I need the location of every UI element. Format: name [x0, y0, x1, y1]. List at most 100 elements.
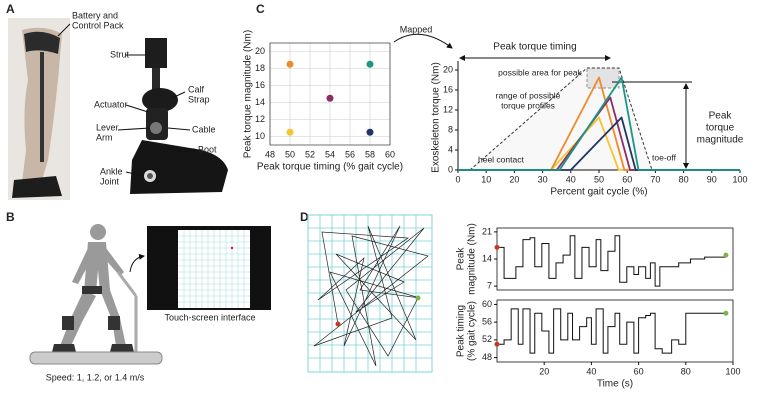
x-axis-label: Time (s) [597, 379, 633, 390]
caption: Speed: 1, 1.2, or 1.4 m/s [46, 372, 145, 382]
profile-envelope [469, 67, 653, 171]
x-axis-label: Peak torque timing (% gait cycle) [257, 162, 403, 173]
x-tick-label: 90 [707, 174, 717, 184]
touch-screen [147, 226, 271, 310]
y-tick-label: 8 [448, 124, 453, 134]
target-grid [307, 214, 433, 373]
step-line [497, 308, 726, 354]
part-label: Calf [188, 84, 205, 94]
annotation: torque profiles [501, 100, 555, 110]
y-tick-label: 52 [482, 334, 492, 344]
y-axis-label: Peak timing [456, 305, 467, 357]
exo-photo [130, 38, 228, 194]
annotation: heel contact [478, 154, 524, 164]
y-tick-label: 16 [255, 80, 265, 90]
annotation: Mapped [400, 24, 433, 34]
endpoint [494, 341, 500, 347]
y-tick-label: 21 [482, 226, 492, 236]
point [366, 128, 374, 136]
step-line [497, 235, 727, 287]
part-label: Boot [198, 144, 217, 154]
y-tick-label: 10 [255, 131, 265, 141]
y-axis-label: Peak torque magnitude (Nm) [243, 30, 254, 158]
x-tick-label: 80 [681, 366, 691, 376]
x-tick-label: 52 [305, 149, 315, 159]
caption: Touch-screen interface [164, 312, 255, 322]
x-tick-label: 10 [481, 174, 491, 184]
panel-letter: D [300, 210, 309, 224]
x-tick-label: 48 [265, 149, 275, 159]
x-axis-label: Percent gait cycle (%) [550, 187, 647, 198]
y-tick-label: 18 [255, 63, 265, 73]
y-tick-label: 4 [448, 144, 453, 154]
y-tick-label: 12 [443, 104, 453, 114]
part-label: Actuator [94, 99, 128, 109]
x-tick-label: 20 [539, 366, 549, 376]
torque-profile [458, 76, 740, 171]
x-tick-label: 30 [538, 174, 548, 184]
point [326, 94, 334, 102]
annotation: range of possible [496, 90, 561, 100]
x-tick-label: 100 [725, 366, 740, 376]
y-tick-label: 60 [482, 299, 492, 309]
annotation: possible area for peak [498, 67, 582, 77]
leg-photo [8, 18, 70, 200]
part-label: Lever [96, 122, 119, 132]
x-tick-label: 60 [634, 366, 644, 376]
panel-letter: C [256, 2, 265, 16]
x-tick-label: 58 [365, 149, 375, 159]
x-tick-label: 20 [509, 174, 519, 184]
y-tick-label: 12 [255, 114, 265, 124]
part-label: Strap [188, 94, 210, 104]
plot-frame [496, 299, 734, 363]
photo-labels [57, 23, 197, 177]
point [286, 60, 294, 68]
y-axis-label: (% gait cycle) [467, 301, 478, 361]
y-tick-label: 56 [482, 317, 492, 327]
annotation: toe-off [652, 152, 677, 162]
part-label: Battery and [72, 10, 118, 20]
plot-frame [269, 42, 391, 146]
part-label: Control Pack [72, 20, 124, 30]
x-tick-label: 50 [285, 149, 295, 159]
x-tick-label: 70 [650, 174, 660, 184]
point [366, 60, 374, 68]
panel-letter: A [6, 2, 15, 16]
x-tick-label: 100 [732, 174, 747, 184]
y-axis-label: Exoskeleton torque (Nm) [431, 62, 442, 173]
x-tick-label: 54 [325, 149, 335, 159]
x-tick-label: 80 [679, 174, 689, 184]
y-axis-label: magnitude (Nm) [467, 223, 478, 295]
x-tick-label: 0 [455, 174, 460, 184]
annotation: torque [706, 123, 735, 134]
x-tick-label: 60 [385, 149, 395, 159]
x-tick-label: 60 [622, 174, 632, 184]
part-label: Strut [110, 49, 130, 59]
y-tick-label: 0 [448, 164, 453, 174]
plot-frame [496, 227, 734, 291]
endpoint [723, 252, 729, 258]
y-tick-label: 14 [255, 97, 265, 107]
x-tick-label: 40 [586, 366, 596, 376]
y-tick-label: 48 [482, 352, 492, 362]
y-tick-label: 7 [487, 281, 492, 291]
point [286, 128, 294, 136]
annotation: magnitude [697, 135, 744, 146]
x-tick-label: 50 [594, 174, 604, 184]
part-label: Joint [100, 176, 120, 186]
x-tick-label: 40 [566, 174, 576, 184]
annotation: Peak torque timing [493, 42, 576, 53]
part-label: Ankle [100, 166, 123, 176]
mapped-arrow [393, 33, 453, 49]
endpoint [494, 244, 500, 250]
part-label: Arm [96, 132, 113, 142]
part-label: Cable [192, 124, 216, 134]
annotation: Peak [709, 111, 733, 122]
walker-illustration [29, 224, 163, 365]
y-tick-label: 14 [482, 253, 492, 263]
x-tick-label: 56 [345, 149, 355, 159]
y-tick-label: 20 [443, 64, 453, 74]
y-tick-label: 20 [255, 46, 265, 56]
endpoint [723, 310, 729, 316]
